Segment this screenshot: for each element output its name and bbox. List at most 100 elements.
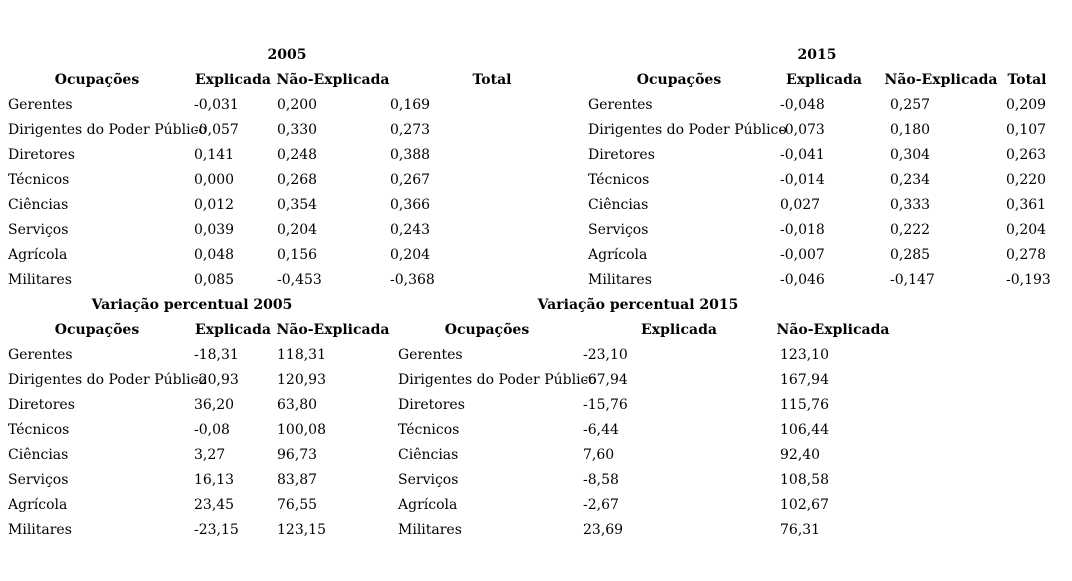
cell-value: 0,209 (1006, 96, 1047, 113)
table-title: 2015 (797, 46, 837, 63)
cell-value: 123,10 (780, 346, 829, 363)
cell-value: 36,20 (194, 396, 235, 413)
cell-value: 0,204 (1006, 221, 1047, 238)
row-label: Gerentes (8, 346, 73, 363)
cell-value: -67,94 (583, 371, 628, 388)
cell-value: 83,87 (277, 471, 318, 488)
row-label: Gerentes (588, 96, 653, 113)
row-label: Ciências (8, 196, 69, 213)
row-label: Gerentes (398, 346, 463, 363)
cell-value: 0,330 (277, 121, 318, 138)
column-header-occupations: Ocupações (54, 71, 140, 88)
row-label: Serviços (8, 471, 69, 488)
row-label: Diretores (588, 146, 655, 163)
cell-value: -0,453 (277, 271, 322, 288)
cell-value: 102,67 (780, 496, 829, 513)
cell-value: 167,94 (780, 371, 829, 388)
cell-value: 23,45 (194, 496, 235, 513)
cell-value: 0,248 (277, 146, 318, 163)
cell-value: -0,046 (780, 271, 825, 288)
row-label: Diretores (8, 396, 75, 413)
cell-value: 96,73 (277, 446, 318, 463)
cell-value: 0,304 (890, 146, 931, 163)
cell-value: 0,222 (890, 221, 931, 238)
cell-value: 0,039 (194, 221, 235, 238)
cell-value: 76,31 (780, 521, 821, 538)
cell-value: 0,257 (890, 96, 931, 113)
cell-value: 3,27 (194, 446, 226, 463)
row-label: Diretores (398, 396, 465, 413)
cell-value: 0,048 (194, 246, 235, 263)
cell-value: -0,014 (780, 171, 825, 188)
row-label: Técnicos (398, 421, 460, 438)
row-label: Agrícola (588, 246, 648, 263)
row-label: Gerentes (8, 96, 73, 113)
cell-value: -23,15 (194, 521, 239, 538)
column-header: Total (1007, 71, 1047, 88)
table-title: Variação percentual 2005 (91, 296, 293, 313)
cell-value: 0,000 (194, 171, 235, 188)
cell-value: -0,018 (780, 221, 825, 238)
cell-value: 0,268 (277, 171, 318, 188)
cell-value: 0,220 (1006, 171, 1047, 188)
column-header-occupations: Ocupações (636, 71, 722, 88)
cell-value: -23,10 (583, 346, 628, 363)
row-label: Dirigentes do Poder Público (588, 121, 787, 138)
cell-value: -0,073 (780, 121, 825, 138)
row-label: Ciências (588, 196, 649, 213)
column-header: Explicada (786, 71, 862, 88)
cell-value: 0,361 (1006, 196, 1047, 213)
cell-value: 0,156 (277, 246, 318, 263)
cell-value: -18,31 (194, 346, 239, 363)
cell-value: 115,76 (780, 396, 829, 413)
row-label: Dirigentes do Poder Público (8, 371, 207, 388)
cell-value: -0,048 (780, 96, 825, 113)
cell-value: 7,60 (583, 446, 615, 463)
column-header: Não-Explicada (276, 71, 390, 88)
row-label: Ciências (398, 446, 459, 463)
row-label: Militares (8, 521, 72, 538)
cell-value: 0,169 (390, 96, 431, 113)
column-header-occupations: Ocupações (54, 321, 140, 338)
row-label: Serviços (588, 221, 649, 238)
cell-value: 0,200 (277, 96, 318, 113)
row-label: Militares (8, 271, 72, 288)
cell-value: 16,13 (194, 471, 235, 488)
row-label: Dirigentes do Poder Público (398, 371, 597, 388)
cell-value: 76,55 (277, 496, 318, 513)
cell-value: 0,366 (390, 196, 431, 213)
cell-value: -0,147 (890, 271, 935, 288)
cell-value: -0,057 (194, 121, 239, 138)
column-header: Não-Explicada (884, 71, 998, 88)
cell-value: 0,273 (390, 121, 431, 138)
cell-value: -0,041 (780, 146, 825, 163)
row-label: Técnicos (8, 421, 70, 438)
cell-value: 0,388 (390, 146, 431, 163)
row-label: Técnicos (8, 171, 70, 188)
column-header: Explicada (195, 71, 271, 88)
cell-value: -2,67 (583, 496, 619, 513)
cell-value: 0,263 (1006, 146, 1047, 163)
cell-value: 118,31 (277, 346, 326, 363)
cell-value: 0,027 (780, 196, 821, 213)
cell-value: -0,193 (1006, 271, 1051, 288)
column-header: Explicada (195, 321, 271, 338)
row-label: Agrícola (398, 496, 458, 513)
row-label: Serviços (8, 221, 69, 238)
row-label: Militares (398, 521, 462, 538)
row-label: Dirigentes do Poder Público (8, 121, 207, 138)
row-label: Serviços (398, 471, 459, 488)
column-header-occupations: Ocupações (444, 321, 530, 338)
cell-value: 0,267 (390, 171, 431, 188)
cell-value: 0,204 (390, 246, 431, 263)
column-header: Não-Explicada (776, 321, 890, 338)
column-header: Não-Explicada (276, 321, 390, 338)
cell-value: -0,031 (194, 96, 239, 113)
cell-value: 23,69 (583, 521, 624, 538)
cell-value: 106,44 (780, 421, 829, 438)
cell-value: 0,285 (890, 246, 931, 263)
cell-value: -8,58 (583, 471, 619, 488)
cell-value: 0,234 (890, 171, 931, 188)
table-title: 2005 (267, 46, 307, 63)
